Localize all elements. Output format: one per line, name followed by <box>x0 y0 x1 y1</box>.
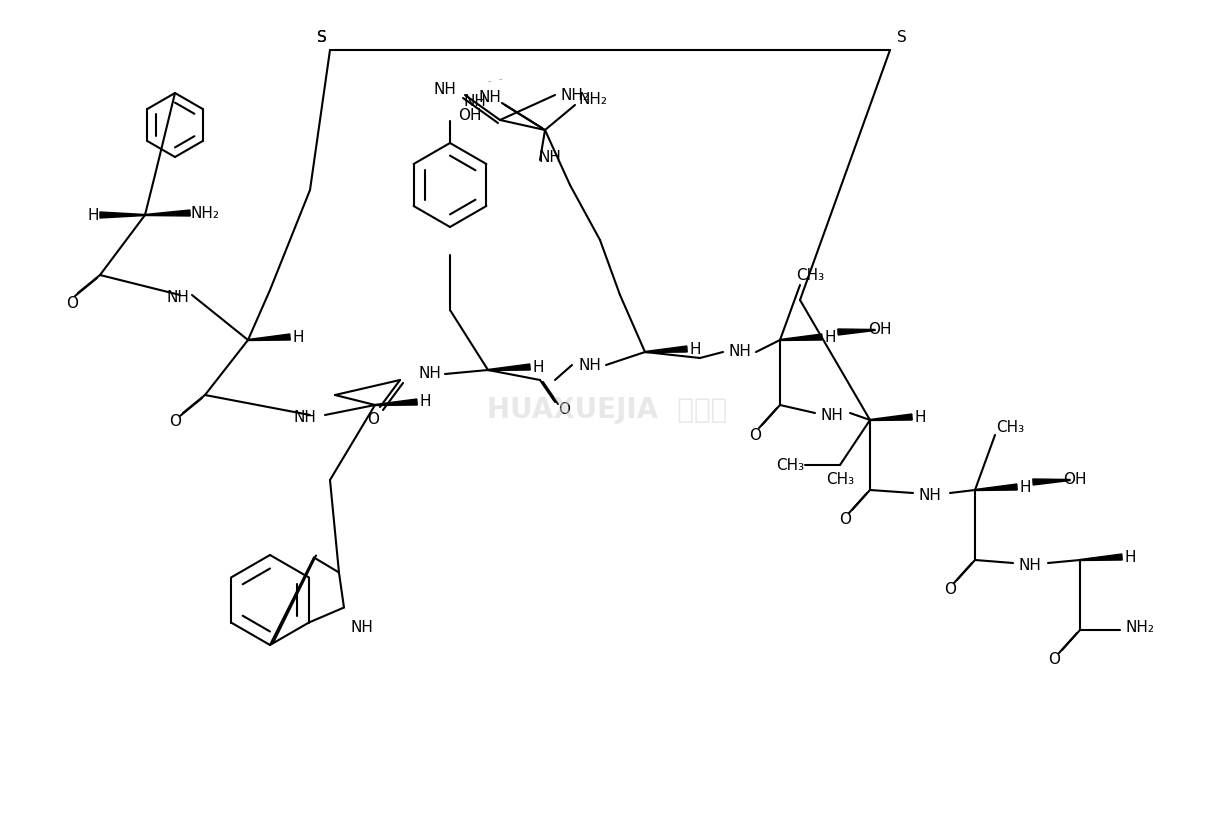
Text: O: O <box>840 513 850 528</box>
Text: O: O <box>66 295 78 311</box>
Text: OH: OH <box>1063 473 1086 488</box>
Text: imine: imine <box>488 82 492 83</box>
Text: NH: NH <box>351 620 373 635</box>
Polygon shape <box>645 346 688 353</box>
Text: H: H <box>419 394 431 410</box>
Text: OH: OH <box>458 107 481 123</box>
Text: H: H <box>824 330 836 344</box>
Text: O: O <box>558 402 570 417</box>
Text: S: S <box>317 30 327 46</box>
Text: NH: NH <box>820 407 843 423</box>
Text: NH₂: NH₂ <box>1125 621 1154 636</box>
Text: NH: NH <box>418 366 441 381</box>
Polygon shape <box>488 364 530 371</box>
Text: NH: NH <box>166 290 190 304</box>
Text: NH: NH <box>729 344 751 359</box>
Polygon shape <box>100 212 145 218</box>
Polygon shape <box>780 334 823 340</box>
Text: OH: OH <box>869 322 892 338</box>
Text: O: O <box>169 414 181 429</box>
Text: H: H <box>1019 479 1030 495</box>
Text: imine: imine <box>499 79 503 80</box>
Text: NH: NH <box>294 410 316 425</box>
Text: NH₂: NH₂ <box>560 88 589 102</box>
Text: H: H <box>914 410 926 425</box>
Polygon shape <box>1080 554 1123 560</box>
Polygon shape <box>870 414 912 420</box>
Polygon shape <box>145 210 190 216</box>
Text: CH₃: CH₃ <box>796 267 824 282</box>
Text: H: H <box>532 359 544 375</box>
Text: H: H <box>293 330 304 344</box>
Polygon shape <box>375 399 417 406</box>
Text: NH: NH <box>464 95 486 110</box>
Text: NH₂: NH₂ <box>578 92 608 107</box>
Text: O: O <box>944 582 956 597</box>
Text: S: S <box>317 30 327 46</box>
Text: NH: NH <box>578 357 601 372</box>
Text: CH₃: CH₃ <box>776 457 804 473</box>
Text: H: H <box>87 208 98 222</box>
Text: NH: NH <box>919 488 942 502</box>
Text: NH: NH <box>479 91 502 106</box>
Text: H: H <box>689 341 701 357</box>
Polygon shape <box>1033 479 1070 485</box>
Text: NH: NH <box>434 83 457 97</box>
Text: CH₃: CH₃ <box>996 420 1024 435</box>
Text: O: O <box>748 428 761 443</box>
Text: NH₂: NH₂ <box>191 205 220 221</box>
Text: NH: NH <box>538 151 561 165</box>
Text: S: S <box>897 30 906 46</box>
Polygon shape <box>838 329 875 335</box>
Polygon shape <box>974 484 1017 491</box>
Text: HUAXUEJIA  化学加: HUAXUEJIA 化学加 <box>487 396 727 424</box>
Text: O: O <box>1049 653 1059 667</box>
Text: H: H <box>1124 550 1136 564</box>
Text: O: O <box>367 412 379 428</box>
Text: CH₃: CH₃ <box>826 473 854 488</box>
Polygon shape <box>248 334 290 340</box>
Text: NH: NH <box>1018 558 1041 573</box>
